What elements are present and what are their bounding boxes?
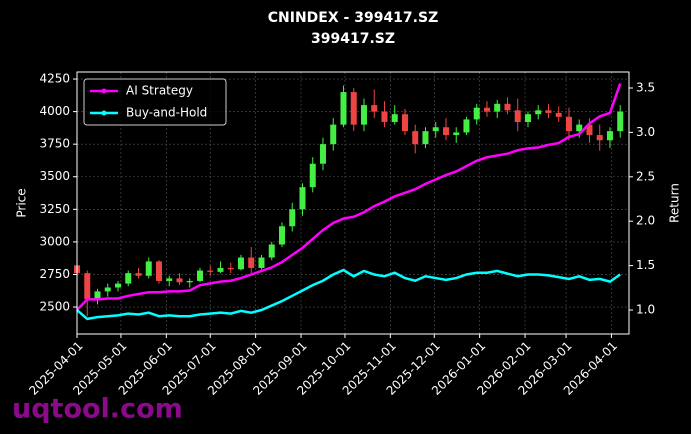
y-tick-label: 4250 [39,72,70,86]
candle-body [483,107,490,112]
y2-tick-label: 3.5 [636,80,655,94]
candle-body [432,127,439,132]
candle-body [186,280,193,283]
legend-marker [101,88,107,94]
candle-body [125,273,132,284]
y-tick-label: 2500 [39,300,70,314]
candle-body [94,291,101,300]
candle-body [514,110,521,123]
candle-body [166,278,173,281]
candle-body [545,110,552,113]
plot-frame [76,71,630,335]
candle-body [442,127,449,136]
candle-body [494,103,501,112]
candle-body [350,92,357,125]
candle-body [278,226,285,245]
candle-body [381,111,388,123]
y-axis-label: Price [15,188,29,217]
y-tick-label: 3500 [39,169,70,183]
legend-box [83,78,227,126]
candle-body [565,116,572,132]
candle-body [196,270,203,281]
y2-tick-label: 1.5 [636,258,655,272]
y2-axis-label: Return [668,183,682,223]
candle-body [258,257,265,268]
candle-body [104,287,111,292]
candle-body [463,119,470,133]
candle-body [330,124,337,145]
y2-tick-label: 3.0 [636,125,655,139]
candle-body [207,270,214,272]
candle-body [535,110,542,115]
candle-body [135,273,142,276]
candle-body [606,131,613,141]
chart-subtitle: 399417.SZ [311,31,395,47]
candle-body [596,135,603,141]
y2-tick-label: 2.5 [636,169,655,183]
candle-body [217,267,224,272]
candle-body [453,132,460,136]
candle-body [84,273,91,300]
candle-body [524,114,531,123]
candle-body [319,144,326,164]
candle-body [176,278,183,283]
candle-body [360,105,367,125]
candle-body [340,92,347,125]
candle-body [371,105,378,112]
y-tick-label: 3750 [39,137,70,151]
legend-marker [101,110,107,116]
candle-body [237,257,244,270]
watermark: uqtool.com [12,394,183,425]
candle-body [289,209,296,227]
candle-body [309,163,316,188]
candle-body [586,124,593,136]
y-tick-label: 2750 [39,267,70,281]
candle-body [145,261,152,276]
y-tick-label: 3000 [39,234,70,248]
candle-body [422,131,429,145]
candle-body [617,111,624,132]
y-tick-label: 3250 [39,202,70,216]
candle-body [268,244,275,258]
candle-body [504,103,511,111]
return-line [76,83,622,311]
candle-body [227,267,234,270]
return-line [76,268,621,321]
candle-body [412,131,419,145]
candle-body [391,114,398,123]
candle-body [248,257,255,268]
candle-body [299,187,306,210]
candle-body [555,112,562,117]
candle-body [114,283,121,288]
candle-body [155,261,162,281]
legend-label: AI Strategy [126,84,193,98]
y-tick-label: 4000 [39,104,70,118]
legend-label: Buy-and-Hold [126,106,207,120]
chart-title: CNINDEX - 399417.SZ [268,10,438,26]
candle-body [473,107,480,120]
y2-tick-label: 2.0 [636,214,655,228]
candle-body [401,114,408,132]
y2-tick-label: 1.0 [636,303,655,317]
candle-body [576,124,583,132]
